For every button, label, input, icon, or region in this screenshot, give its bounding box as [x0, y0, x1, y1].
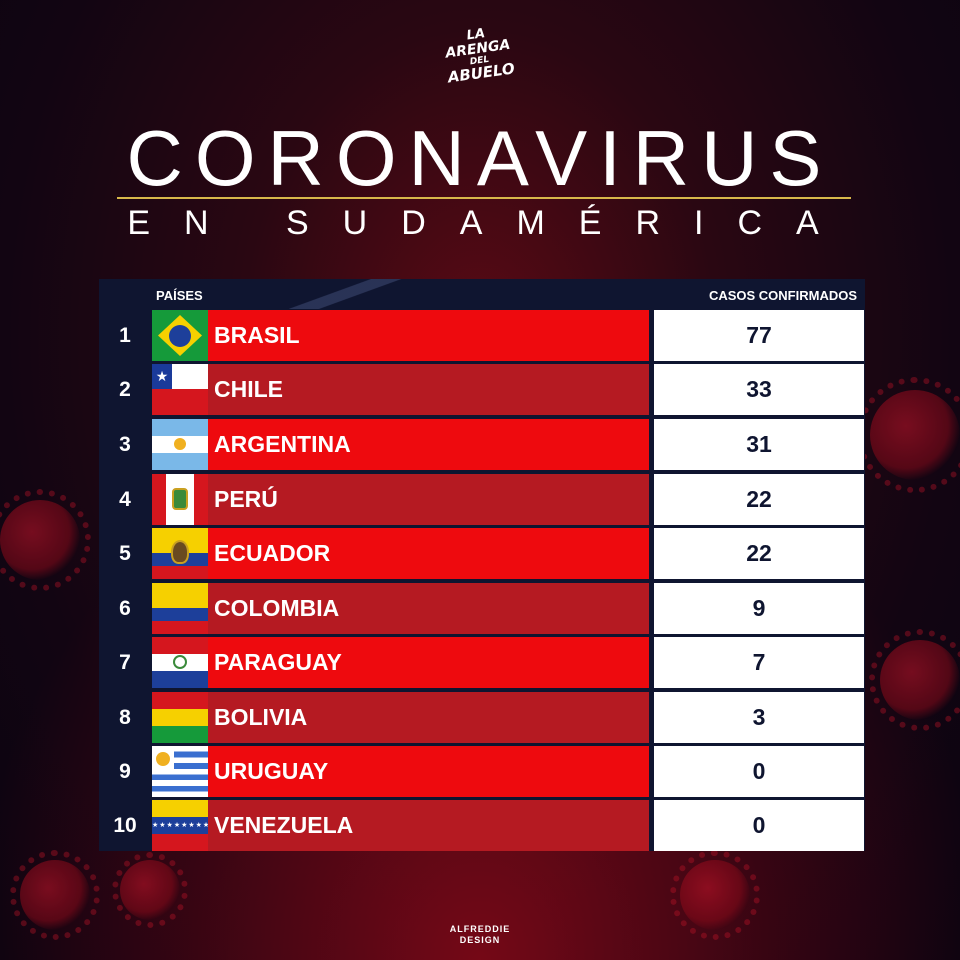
- argentina-flag: [152, 419, 208, 470]
- row-cases: 0: [654, 746, 864, 797]
- table-row: 8 BOLIVIA 3: [99, 692, 865, 743]
- credit-line: ALFREDDIE: [449, 924, 511, 934]
- row-country: COLOMBIA: [208, 583, 649, 634]
- row-cases: 77: [654, 310, 864, 361]
- row-country: URUGUAY: [208, 746, 649, 797]
- table-row: 7 PARAGUAY 7: [99, 637, 865, 688]
- brand-logo: LA ARENGA DEL ABUELO: [435, 23, 524, 105]
- row-cases: 33: [654, 364, 864, 415]
- credit-line: DESIGN: [459, 935, 501, 945]
- virus-decoration: [857, 377, 960, 493]
- row-rank: 7: [119, 651, 131, 674]
- row-rank: 10: [113, 814, 137, 837]
- table-row: 5 ECUADOR 22: [99, 528, 865, 579]
- row-country: CHILE: [208, 364, 649, 415]
- virus-decoration: [10, 850, 100, 940]
- row-country: ECUADOR: [208, 528, 649, 579]
- virus-decoration: [670, 850, 760, 940]
- title-divider: [117, 197, 851, 199]
- row-rank: 6: [119, 597, 131, 620]
- designer-credit: ALFREDDIE DESIGN: [0, 924, 960, 946]
- table-row: 10 ★★★★★★★★ VENEZUELA 0: [99, 800, 865, 851]
- page-subtitle: EN SUDAMÉRICA: [127, 204, 853, 242]
- table-row: 3 ARGENTINA 31: [99, 419, 865, 470]
- row-rank: 3: [119, 433, 131, 456]
- row-country: PERÚ: [208, 474, 649, 525]
- row-cases: 7: [654, 637, 864, 688]
- row-country: ARGENTINA: [208, 419, 649, 470]
- row-country: BRASIL: [208, 310, 649, 361]
- peru-flag: [152, 474, 208, 525]
- row-rank: 4: [119, 488, 131, 511]
- row-country: VENEZUELA: [208, 800, 649, 851]
- chile-flag: ★: [152, 364, 208, 415]
- table-row: 2 ★ CHILE 33: [99, 364, 865, 415]
- brazil-flag: [152, 310, 208, 361]
- page-title: CORONAVIRUS: [126, 114, 834, 202]
- venezuela-flag: ★★★★★★★★: [152, 800, 208, 851]
- row-cases: 9: [654, 583, 864, 634]
- bolivia-flag: [152, 692, 208, 743]
- cases-table: PAÍSES CASOS CONFIRMADOS 1 BRASIL 77 2 ★…: [99, 279, 865, 851]
- virus-decoration: [0, 488, 92, 592]
- virus-decoration: [111, 851, 189, 929]
- header-cases: CASOS CONFIRMADOS: [708, 288, 857, 303]
- row-rank: 1: [119, 324, 131, 347]
- row-rank: 2: [119, 378, 131, 401]
- header-countries: PAÍSES: [156, 288, 203, 303]
- row-cases: 3: [654, 692, 864, 743]
- row-rank: 5: [119, 542, 131, 565]
- row-cases: 22: [654, 528, 864, 579]
- row-rank: 9: [119, 760, 131, 783]
- table-row: 1 BRASIL 77: [99, 310, 865, 361]
- row-cases: 22: [654, 474, 864, 525]
- row-cases: 31: [654, 419, 864, 470]
- virus-decoration: [868, 628, 960, 732]
- table-row: 4 PERÚ 22: [99, 474, 865, 525]
- header-stripe-decoration: [289, 279, 409, 309]
- row-cases: 0: [654, 800, 864, 851]
- row-country: PARAGUAY: [208, 637, 649, 688]
- ecuador-flag: [152, 528, 208, 579]
- uruguay-flag: [152, 746, 208, 797]
- row-rank: 8: [119, 706, 131, 729]
- table-row: 6 COLOMBIA 9: [99, 583, 865, 634]
- row-country: BOLIVIA: [208, 692, 649, 743]
- paraguay-flag: [152, 637, 208, 688]
- colombia-flag: [152, 583, 208, 634]
- table-row: 9 URUGUAY 0: [99, 746, 865, 797]
